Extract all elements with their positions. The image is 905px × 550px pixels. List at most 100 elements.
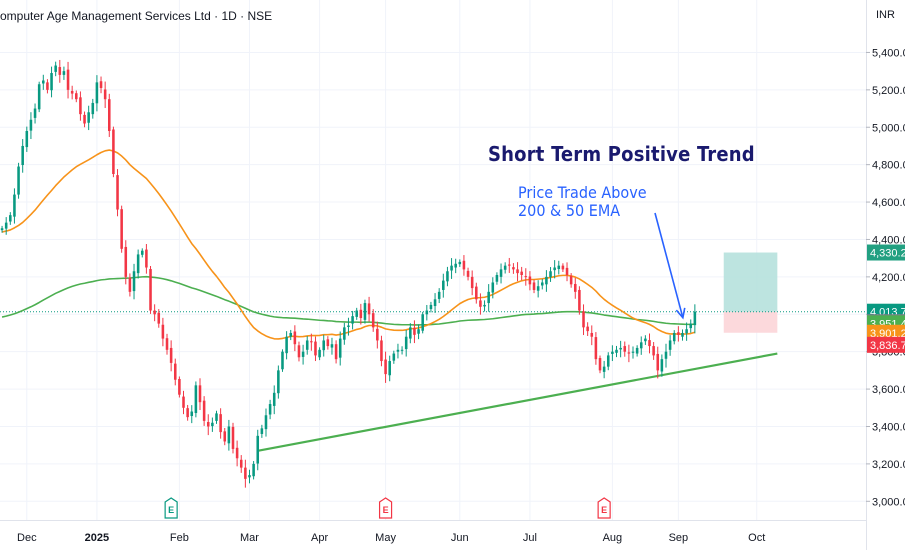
candle: [681, 329, 684, 341]
candle: [330, 337, 334, 355]
candle: [190, 405, 194, 424]
candle-body: [87, 112, 90, 123]
currency-label: INR: [876, 9, 895, 21]
earnings-marker-shape: [378, 497, 393, 519]
candle: [396, 343, 400, 359]
candle: [417, 324, 420, 340]
candle-body: [120, 209, 123, 249]
stop-zone[interactable]: [723, 311, 778, 333]
candle: [450, 258, 453, 279]
candle-body: [153, 310, 156, 315]
candle: [635, 345, 639, 357]
candle: [516, 262, 519, 282]
candle-body: [499, 269, 503, 277]
candle-body: [128, 277, 132, 292]
candle: [25, 126, 29, 152]
time-axis-label: Jul: [523, 532, 537, 544]
earnings-marker-label: E: [383, 505, 389, 515]
candle-body: [367, 303, 371, 315]
candle-body: [112, 129, 115, 175]
candle-body: [182, 396, 185, 408]
price-badge-label: 4,330.2: [870, 248, 905, 260]
candle: [334, 340, 338, 364]
earnings-marker[interactable]: E: [597, 497, 611, 519]
earnings-marker-label: E: [601, 505, 607, 515]
support-trendline[interactable]: [257, 352, 778, 452]
candle: [359, 303, 363, 325]
candle-body: [635, 347, 639, 354]
candle: [437, 288, 441, 304]
candle-body: [37, 84, 41, 110]
candle-body: [248, 475, 251, 478]
candle: [380, 335, 383, 367]
price-axis-label: 4,600.0: [872, 197, 905, 209]
candle: [178, 376, 181, 398]
candle: [103, 81, 107, 108]
candle-body: [672, 332, 676, 342]
candle: [578, 286, 581, 315]
candle: [404, 329, 408, 357]
candle: [206, 414, 210, 436]
candle-body: [194, 385, 198, 414]
candle-body: [384, 359, 387, 375]
candle-body: [693, 311, 697, 326]
target-zone[interactable]: [723, 252, 778, 312]
candle: [664, 343, 668, 368]
headline-annotation[interactable]: Short Term Positive Trend: [488, 142, 755, 166]
candle: [425, 304, 429, 321]
candle: [231, 422, 235, 454]
candle-body: [326, 339, 330, 347]
candle-body: [520, 271, 523, 275]
candle-body: [487, 291, 490, 304]
candle-body: [281, 351, 284, 370]
candle-body: [66, 69, 70, 90]
candle: [272, 385, 276, 415]
price-axis-label: 5,400.0: [872, 47, 905, 59]
earnings-marker[interactable]: E: [164, 497, 178, 519]
time-axis-label: Mar: [240, 532, 259, 544]
candle-body: [244, 467, 247, 479]
candle-body: [165, 338, 169, 350]
candle: [520, 266, 523, 281]
candle-body: [301, 351, 305, 357]
time-axis-label: 2025: [85, 532, 109, 544]
candle-body: [0, 228, 4, 231]
price-badge[interactable]: 3,901.2: [867, 324, 905, 341]
candle: [21, 139, 24, 173]
ema-note-annotation[interactable]: Price Trade Above 200 & 50 EMA: [518, 184, 647, 220]
candle-body: [371, 313, 375, 328]
candle: [495, 272, 499, 285]
candle-body: [549, 271, 552, 278]
candle-body: [681, 332, 684, 337]
price-badge[interactable]: 4,330.2: [867, 244, 905, 261]
candle: [215, 410, 218, 424]
candle: [598, 355, 602, 374]
candle-body: [310, 341, 313, 343]
candle: [310, 333, 313, 351]
candle-body: [132, 271, 136, 292]
candle: [87, 105, 90, 131]
candle-body: [611, 351, 614, 354]
candle-body: [582, 311, 585, 328]
candle-body: [664, 351, 668, 359]
candle: [532, 279, 536, 294]
candle: [388, 355, 391, 382]
candle-body: [330, 344, 334, 348]
candle-body: [227, 426, 231, 444]
candle: [363, 299, 367, 324]
candle: [79, 91, 82, 121]
candle: [165, 333, 169, 355]
candle: [668, 335, 672, 356]
candle: [235, 440, 239, 467]
candle-body: [116, 175, 119, 210]
price-axis-label: 3,200.0: [872, 459, 905, 471]
candle: [33, 103, 37, 124]
earnings-marker[interactable]: E: [378, 497, 393, 519]
candle: [433, 293, 437, 313]
candle-body: [223, 431, 227, 442]
long-position-zones[interactable]: [723, 252, 778, 333]
candle: [545, 270, 548, 292]
price-badge[interactable]: 3,836.7: [867, 336, 905, 353]
symbol-title[interactable]: omputer Age Management Services Ltd · 1D…: [0, 9, 273, 23]
